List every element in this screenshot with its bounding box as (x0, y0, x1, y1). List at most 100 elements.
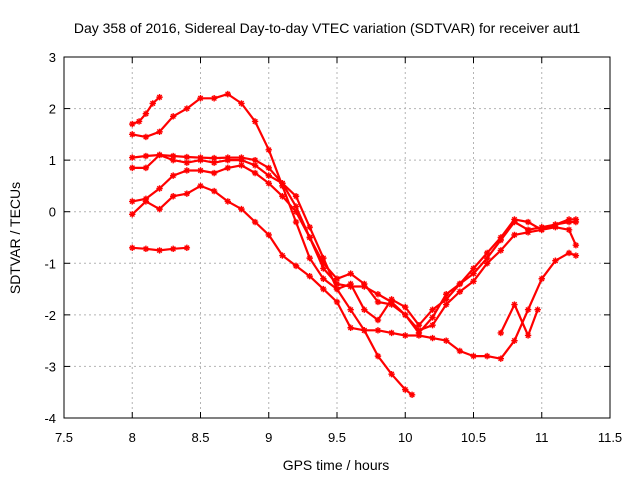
series-s6 (129, 182, 580, 362)
data-point (265, 180, 272, 187)
data-point (333, 298, 341, 306)
series-s4 (129, 151, 580, 329)
series-s1 (129, 94, 163, 128)
data-point (361, 306, 368, 313)
data-point (224, 90, 231, 98)
data-point (129, 164, 136, 172)
x-tick-label: 11.5 (598, 430, 622, 445)
data-point (183, 190, 191, 197)
y-tick-label: -3 (44, 359, 56, 374)
data-point (552, 223, 559, 231)
data-point (361, 280, 368, 288)
data-point (197, 95, 204, 102)
data-point (402, 303, 409, 311)
data-point (197, 182, 204, 190)
data-point (347, 306, 354, 313)
data-point (183, 167, 191, 174)
data-point (170, 113, 177, 120)
data-point (320, 285, 327, 293)
data-point (333, 275, 341, 282)
data-point (538, 275, 545, 282)
data-point (320, 260, 327, 267)
data-point (524, 332, 532, 339)
y-tick-label: -4 (44, 411, 56, 426)
data-point (483, 254, 491, 262)
x-tick-label: 10.5 (461, 430, 486, 445)
data-point (388, 296, 395, 303)
data-point (483, 260, 491, 267)
y-tick-label: -2 (44, 308, 56, 323)
data-point (408, 391, 416, 398)
y-tick-label: 1 (49, 153, 56, 168)
data-point (142, 164, 150, 172)
data-point (183, 105, 191, 112)
data-point (572, 242, 580, 249)
x-tick-label: 8 (129, 430, 136, 445)
data-point (292, 203, 300, 210)
data-point (524, 306, 532, 313)
data-point (142, 152, 150, 160)
data-point (320, 254, 327, 262)
data-point (333, 285, 341, 293)
data-point (251, 218, 259, 226)
data-point (565, 218, 573, 226)
data-point (142, 245, 150, 253)
data-point (511, 301, 518, 308)
data-point (483, 352, 491, 360)
data-point (224, 164, 231, 172)
data-point (142, 133, 150, 141)
data-point (429, 334, 436, 342)
data-point (497, 329, 504, 337)
data-point (210, 95, 218, 102)
data-point (497, 355, 504, 362)
data-point (238, 156, 245, 164)
data-point (320, 265, 327, 272)
data-point (197, 167, 204, 174)
data-point (238, 100, 245, 107)
data-point (333, 280, 341, 288)
data-point (402, 386, 409, 393)
data-point (183, 159, 191, 166)
series-layer (129, 90, 580, 398)
data-point (374, 316, 382, 324)
data-point (456, 280, 464, 288)
data-point (224, 156, 231, 164)
data-point (429, 321, 436, 329)
y-tick-label: 3 (49, 50, 56, 65)
data-point (170, 245, 177, 253)
data-point (210, 154, 218, 162)
data-point (149, 100, 156, 107)
data-point (470, 278, 477, 285)
chart-title: Day 358 of 2016, Sidereal Day-to-day VTE… (74, 20, 581, 36)
data-point (292, 262, 300, 270)
data-point (497, 247, 504, 254)
data-point (534, 306, 541, 313)
data-point (251, 169, 259, 177)
data-point (129, 154, 136, 161)
data-point (347, 270, 354, 277)
data-point (210, 187, 218, 195)
data-point (210, 169, 218, 177)
data-point (497, 234, 504, 241)
data-point (156, 247, 163, 254)
data-point (238, 205, 245, 213)
data-point (251, 162, 259, 169)
data-point (443, 301, 450, 308)
data-point (552, 257, 559, 264)
tick-layer: 7.5 8 8.5 9 9.5 10 10.5 11 11.5 -4 -3 -2 -1 0 1 2 3 (44, 50, 622, 445)
data-point (265, 164, 272, 172)
data-point (183, 244, 191, 252)
data-point (156, 128, 163, 135)
x-tick-label: 10 (398, 430, 412, 445)
data-point (347, 280, 354, 288)
series-line (131, 153, 578, 327)
data-point (470, 265, 477, 272)
data-point (292, 193, 300, 200)
y-tick-label: 2 (49, 102, 56, 117)
data-point (415, 321, 423, 329)
data-point (374, 298, 382, 306)
data-point (443, 296, 450, 303)
data-point (210, 159, 218, 166)
series-s8 (497, 301, 541, 339)
